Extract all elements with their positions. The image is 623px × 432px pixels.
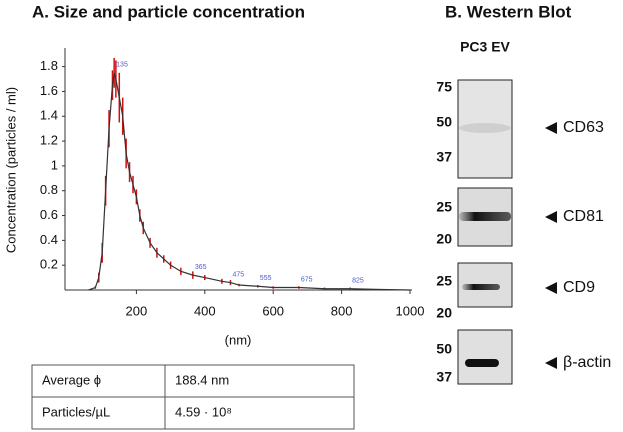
- x-tick-label: 800: [331, 303, 353, 318]
- y-tick-label: 0.8: [40, 182, 58, 197]
- protein-label: β-actin: [563, 354, 611, 371]
- marker-label: 50: [436, 341, 452, 357]
- arrow: [545, 357, 557, 369]
- y-tick-label: 1: [51, 157, 58, 172]
- y-tick-label: 1.6: [40, 83, 58, 98]
- protein-label: CD81: [563, 208, 604, 225]
- arrow: [545, 211, 557, 223]
- peak-label: 825: [352, 278, 364, 285]
- data-line: [88, 72, 411, 291]
- marker-label: 50: [436, 114, 452, 130]
- peak-label: 675: [301, 276, 313, 283]
- marker-label: 25: [436, 199, 452, 215]
- marker-label: 20: [436, 231, 452, 247]
- x-tick-label: 400: [194, 303, 216, 318]
- table: [31, 364, 355, 430]
- table-cell: Average ϕ: [42, 372, 101, 387]
- y-tick-label: 1.8: [40, 58, 58, 73]
- x-tick-label: 200: [126, 303, 148, 318]
- protein-label: CD9: [563, 279, 595, 296]
- peak-label: 555: [260, 275, 272, 282]
- y-axis-label: Concentration (particles / ml): [3, 87, 18, 253]
- x-tick-label: 1000: [396, 303, 425, 318]
- marker-label: 75: [436, 79, 452, 95]
- marker-label: 20: [436, 305, 452, 321]
- blot-images: [457, 79, 513, 385]
- x-tick-label: 600: [262, 303, 284, 318]
- table-cell: Particles/µL: [42, 404, 110, 419]
- marker-label: 37: [436, 149, 452, 165]
- blot-sample: PC3 EV: [460, 39, 510, 55]
- y-tick-label: 1.4: [40, 108, 58, 123]
- arrow: [545, 122, 557, 134]
- chart-title: A. Size and particle concentration: [32, 2, 305, 21]
- y-tick-label: 1.2: [40, 133, 58, 148]
- peak-label: 135: [116, 62, 128, 69]
- blot-title: B. Western Blot: [445, 2, 572, 21]
- table-cell: 188.4 nm: [175, 372, 229, 387]
- marker-label: 37: [436, 369, 452, 385]
- y-tick-label: 0.6: [40, 207, 58, 222]
- marker-label: 25: [436, 273, 452, 289]
- peak-label: 475: [232, 271, 244, 278]
- y-tick-label: 0.2: [40, 257, 58, 272]
- peak-label: 365: [195, 264, 207, 271]
- y-tick-label: 0.4: [40, 232, 58, 247]
- arrow: [545, 282, 557, 294]
- table-cell: 4.59 · 10⁸: [175, 404, 232, 419]
- x-axis-label: (nm): [225, 332, 252, 347]
- protein-label: CD63: [563, 119, 604, 136]
